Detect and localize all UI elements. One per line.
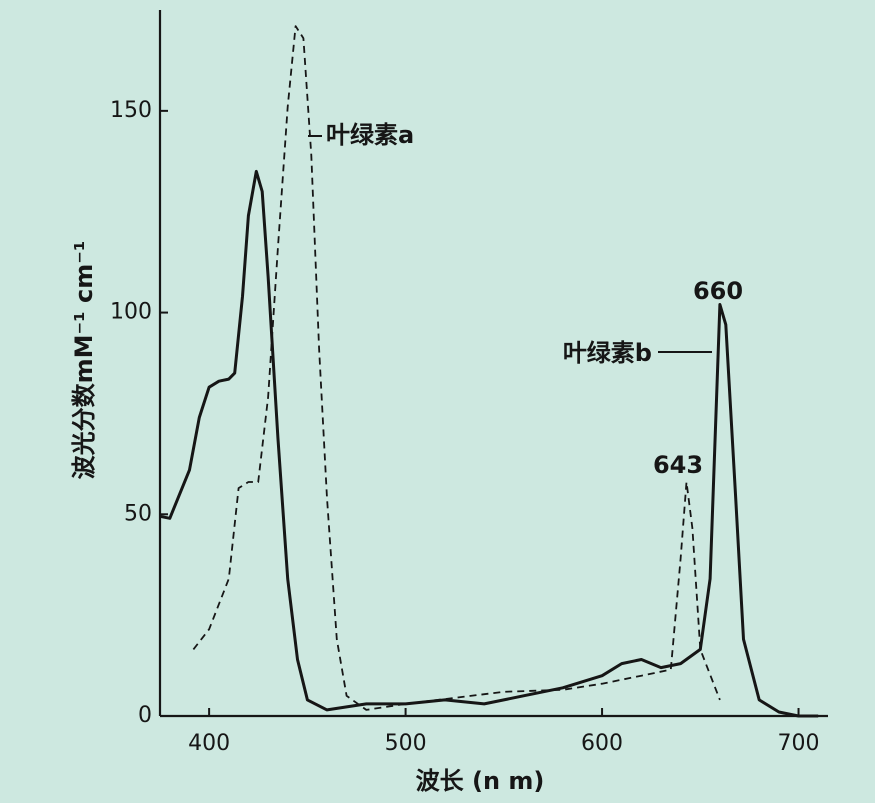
x-axis-label: 波长 (n m) — [416, 767, 545, 795]
x-tick-label: 600 — [581, 731, 623, 756]
annotation: 643 — [653, 451, 703, 479]
x-tick-label: 400 — [188, 731, 230, 756]
x-tick-label: 500 — [385, 731, 427, 756]
y-tick-label: 0 — [138, 703, 152, 728]
series-label: 叶绿素b — [563, 339, 652, 367]
annotation: 660 — [693, 277, 743, 305]
y-tick-label: 150 — [110, 98, 152, 123]
x-tick-label: 700 — [778, 731, 820, 756]
y-tick-label: 100 — [110, 300, 152, 325]
y-axis-label: 波光分数mM⁻¹ cm⁻¹ — [70, 241, 98, 480]
y-tick-label: 50 — [124, 501, 152, 526]
series-line — [159, 169, 819, 718]
series-label: 叶绿素a — [326, 121, 414, 149]
